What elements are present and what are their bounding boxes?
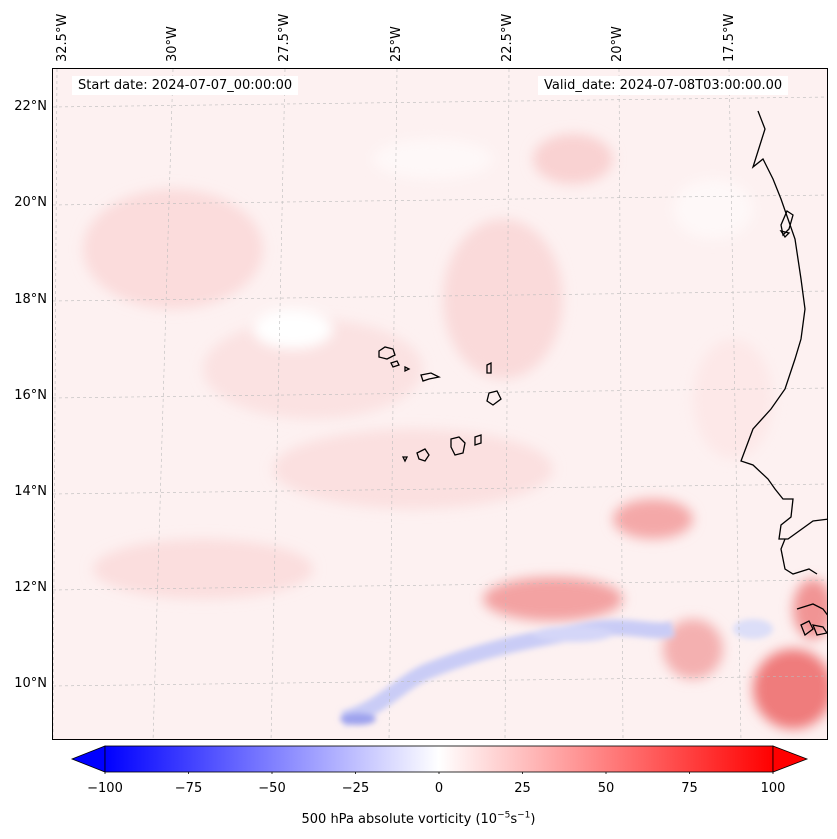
valid-date-label: Valid_date: 2024-07-08T03:00:00.00 — [538, 76, 789, 95]
negative-vorticity-band — [340, 619, 773, 727]
colorbar-tick-label: 50 — [597, 781, 615, 796]
colorbar — [70, 745, 809, 774]
longitude-label: 27.5°W — [277, 13, 292, 62]
colorbar-tick-label: −25 — [341, 781, 370, 796]
latitude-label: 14°N — [14, 484, 47, 499]
colorbar-tick-label: 100 — [760, 781, 786, 796]
neutral-patches — [253, 139, 753, 349]
gridlines — [53, 69, 827, 739]
longitude-label: 30°W — [165, 26, 180, 62]
islands — [378, 346, 502, 463]
map-panel — [52, 68, 828, 740]
colorbar-tick-label: 0 — [434, 781, 444, 796]
colorbar-tick-label: 25 — [514, 781, 531, 796]
positive-vorticity-patches — [83, 134, 827, 729]
start-date-label: Start date: 2024-07-07_00:00:00 — [72, 76, 299, 95]
longitude-label: 20°W — [610, 26, 625, 62]
latitude-label: 18°N — [14, 292, 47, 307]
longitude-label: 17.5°W — [722, 13, 737, 62]
latitude-label: 16°N — [14, 388, 47, 403]
colorbar-tick-label: 75 — [681, 781, 698, 796]
colorbar-tick-label: −100 — [87, 781, 123, 796]
longitude-label: 25°W — [389, 26, 404, 62]
latitude-label: 12°N — [14, 580, 47, 595]
coastline — [740, 110, 827, 637]
colorbar-min-extension — [70, 745, 106, 773]
colorbar-tick-label: −75 — [174, 781, 203, 796]
latitude-label: 20°N — [14, 195, 47, 210]
colorbar-label: 500 hPa absolute vorticity (10−5s−1) — [301, 810, 536, 827]
vorticity-field — [53, 69, 827, 739]
colorbar-tick-label: −50 — [258, 781, 286, 796]
latitude-label: 10°N — [14, 676, 47, 691]
latitude-label: 22°N — [14, 99, 47, 114]
longitude-label: 32.5°W — [55, 13, 70, 62]
colorbar-gradient — [104, 745, 774, 773]
colorbar-max-extension — [772, 745, 809, 773]
longitude-label: 22.5°W — [500, 13, 515, 62]
